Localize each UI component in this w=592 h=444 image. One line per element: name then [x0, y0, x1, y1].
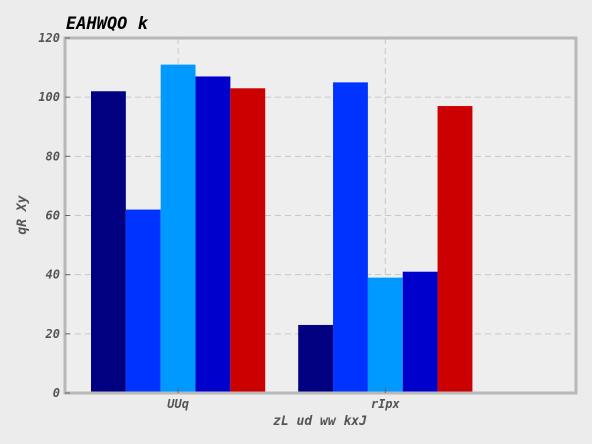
x-tick-label: UUq: [167, 397, 189, 411]
y-tick-label: 0: [53, 386, 60, 400]
y-tick-label: 120: [38, 31, 60, 45]
bar: [125, 209, 161, 393]
bar: [333, 82, 368, 393]
bar: [402, 271, 438, 393]
y-tick-label: 40: [46, 268, 60, 282]
y-tick-label: 60: [46, 209, 60, 223]
bar: [195, 76, 231, 393]
bar: [367, 277, 403, 393]
bar: [230, 88, 266, 394]
axis-ticks: 0 20 40 60 80 100 120 UUq rIpx: [38, 31, 400, 411]
y-axis-label: qR Xy: [15, 195, 30, 234]
bar: [91, 91, 126, 393]
bar: [298, 324, 334, 393]
y-tick-label: 100: [38, 90, 60, 104]
bar: [437, 106, 473, 394]
y-tick-label: 80: [46, 149, 60, 163]
bars: [91, 64, 473, 394]
chart-title: EAHWQO k: [66, 14, 149, 34]
bar: [160, 64, 196, 393]
y-tick-label: 20: [45, 327, 60, 341]
x-axis-label: zL ud ww kxJ: [273, 414, 367, 429]
x-tick-label: rIpx: [371, 397, 401, 411]
